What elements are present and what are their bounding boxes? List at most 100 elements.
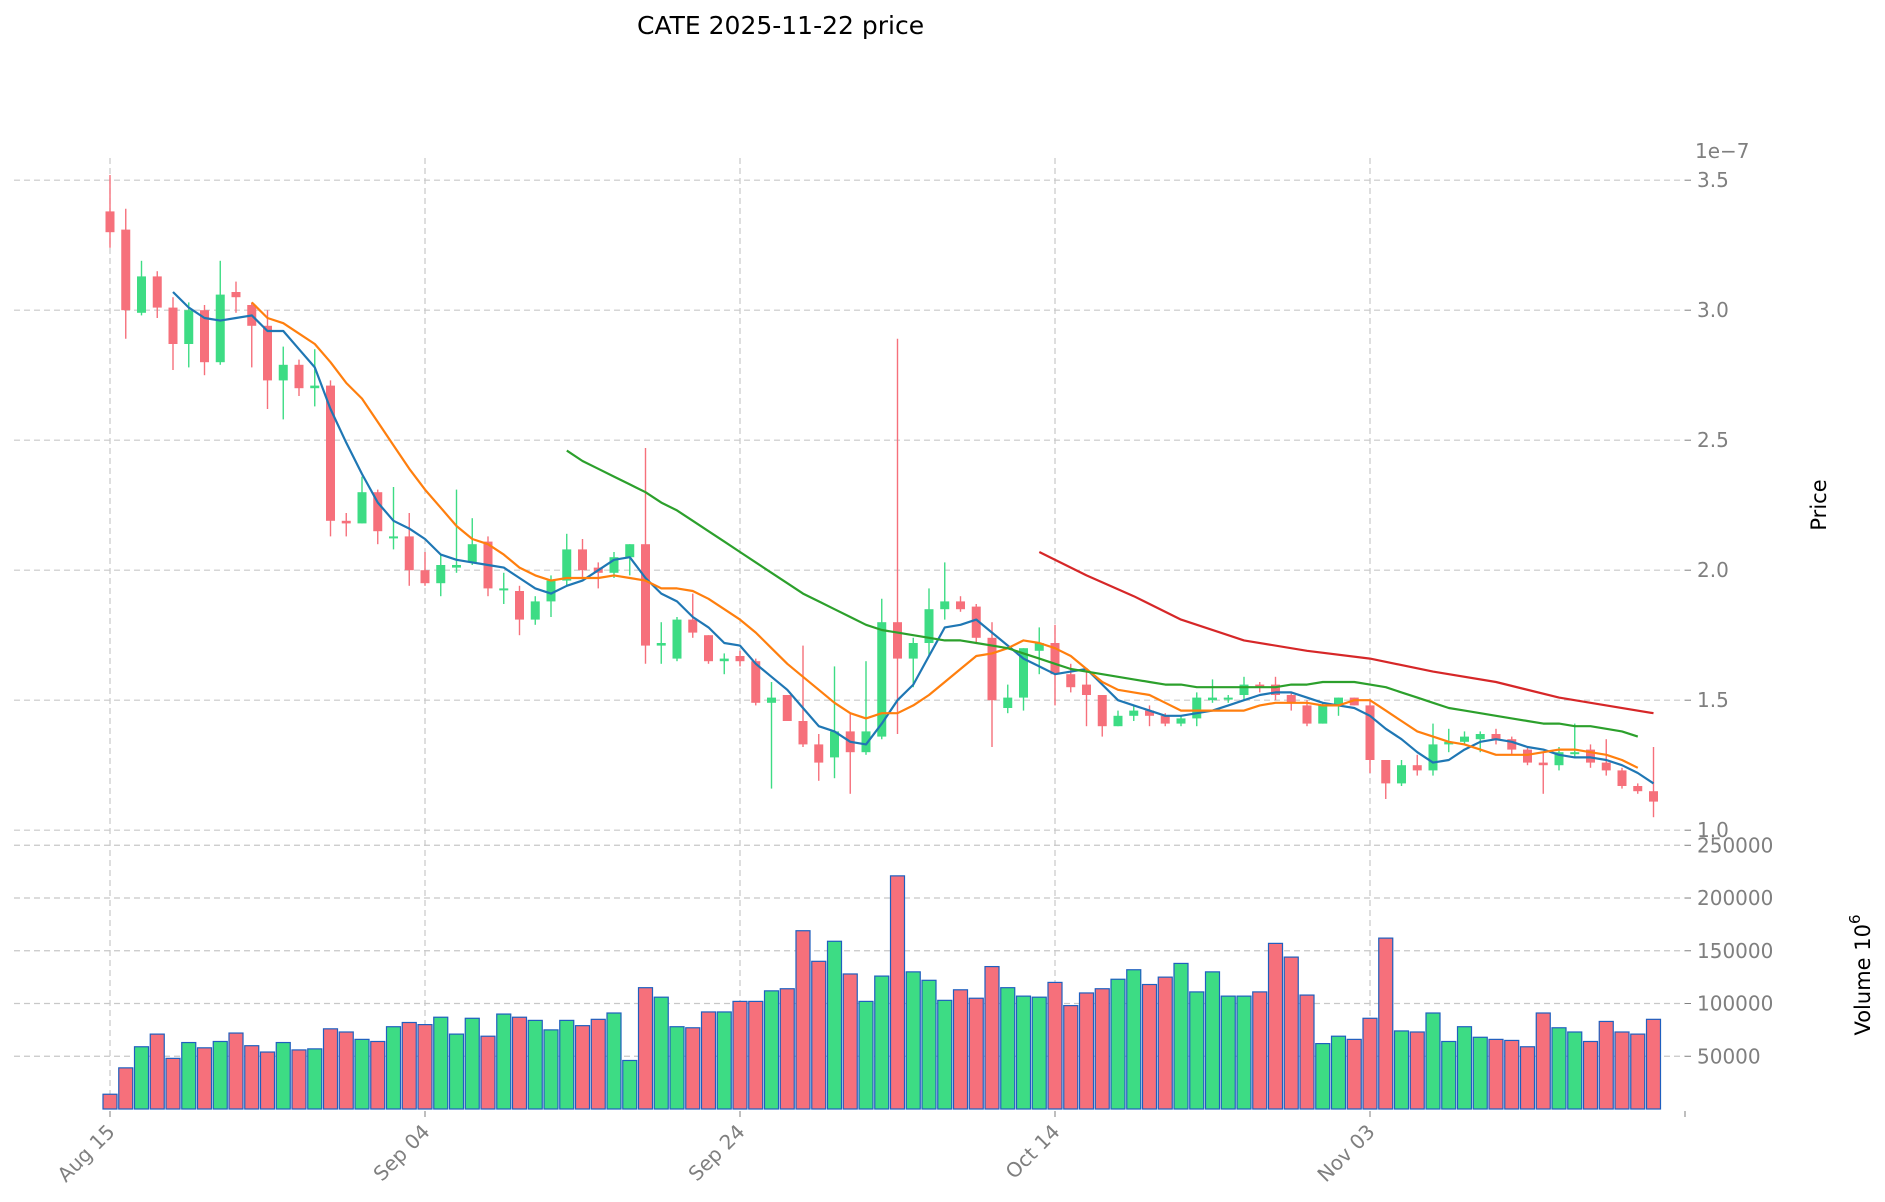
volume-bar <box>165 1057 181 1110</box>
volume-bar <box>1551 1027 1567 1110</box>
candle-body <box>1019 648 1028 698</box>
candles <box>105 175 1658 818</box>
candle-body <box>908 643 918 659</box>
candle-body <box>546 580 556 602</box>
candle <box>751 658 761 706</box>
candle-body <box>1570 752 1580 755</box>
candle-body <box>1334 697 1343 706</box>
volume-bar <box>905 971 921 1110</box>
candle-body <box>105 211 115 233</box>
volume-bar <box>118 1067 134 1110</box>
candle-body <box>310 385 320 389</box>
candle <box>1097 695 1107 737</box>
candle-body <box>1113 715 1123 727</box>
volume-bar <box>1173 962 1189 1110</box>
candle-body <box>121 229 131 311</box>
candle-body <box>1444 741 1454 745</box>
volume-bar <box>1315 1042 1331 1110</box>
candle <box>940 562 950 620</box>
candle <box>1223 695 1233 703</box>
volume-bar <box>952 989 969 1110</box>
volume-bar <box>1094 988 1110 1110</box>
volume-bar <box>1598 1020 1614 1110</box>
candle-body <box>389 536 398 539</box>
volume-bar <box>1472 1036 1488 1110</box>
candle-body <box>530 601 540 620</box>
volume-bar <box>1378 937 1394 1110</box>
candle-body <box>1601 762 1611 771</box>
candle <box>1444 728 1454 753</box>
volume-bar <box>1267 942 1284 1110</box>
candle-body <box>625 544 635 558</box>
volume-bar <box>921 979 937 1110</box>
candle-body <box>830 731 839 758</box>
candle <box>924 588 934 656</box>
candle-body <box>373 492 383 532</box>
volume-bar <box>1393 1030 1410 1110</box>
candle-body <box>452 565 461 568</box>
candle-body <box>609 557 619 573</box>
candle-body <box>1176 718 1186 724</box>
volume-bar <box>212 1040 228 1110</box>
candle <box>1271 676 1280 701</box>
candle-body <box>1097 695 1107 727</box>
candle <box>1633 783 1643 794</box>
volume-bar <box>685 1027 701 1110</box>
volume-bar <box>543 1029 559 1110</box>
candle-body <box>1617 770 1627 786</box>
candle-body <box>499 588 509 591</box>
volume-bar <box>1000 987 1016 1110</box>
volume-bar <box>1141 983 1158 1110</box>
candle <box>168 297 178 370</box>
candle-body <box>1523 749 1532 763</box>
candle-body <box>861 731 871 753</box>
x-tick-labels: Aug 15 Sep 04 Sep 24 Oct 14 Nov 03 <box>52 1111 1686 1187</box>
candle <box>1460 731 1469 745</box>
volume-bar <box>590 1018 606 1110</box>
candle <box>1381 760 1391 799</box>
candle <box>1050 624 1060 706</box>
volume-bar <box>291 1049 307 1110</box>
volume-tick-label: 150000 <box>1697 939 1773 963</box>
candle-body <box>215 294 225 363</box>
candle <box>782 695 792 721</box>
price-tick-label: 2.0 <box>1697 558 1729 582</box>
x-tick-label: Oct 14 <box>1001 1120 1065 1184</box>
volume-bar <box>1015 995 1032 1110</box>
candle-body <box>940 601 950 610</box>
candle-body <box>1129 710 1139 716</box>
candle-body <box>404 536 414 571</box>
moving-average-line <box>566 449 1639 738</box>
volume-bar <box>149 1033 165 1110</box>
volume-tick-label: 200000 <box>1697 886 1773 910</box>
volume-bar <box>700 1011 717 1110</box>
volume-bar <box>511 1016 528 1110</box>
volume-axis-label: Volume 106 <box>1846 914 1875 1035</box>
x-tick-label: Sep 04 <box>368 1120 434 1186</box>
chart-title: CATE 2025-11-22 price <box>637 11 924 40</box>
candle-body <box>782 695 792 721</box>
volume-bar <box>417 1024 433 1110</box>
candle-body <box>798 721 808 745</box>
candle-body <box>1586 749 1595 763</box>
price-tick-label: 3.0 <box>1697 298 1729 322</box>
candle-body <box>877 622 887 737</box>
candle <box>546 575 556 617</box>
candle <box>499 572 509 604</box>
price-tick-label: 2.5 <box>1697 428 1729 452</box>
volume-bar <box>1220 995 1236 1110</box>
volume-bar <box>196 1047 213 1110</box>
candle-body <box>294 364 304 389</box>
candle <box>672 617 682 662</box>
candle <box>1491 728 1501 745</box>
candle <box>1507 736 1517 755</box>
volume-bar <box>669 1026 685 1110</box>
price-tick-label: 3.5 <box>1697 168 1729 192</box>
candle-body <box>688 619 698 633</box>
candle-body <box>767 697 776 703</box>
moving-average-line <box>1038 551 1654 715</box>
candle <box>105 175 115 248</box>
volume-bar <box>779 988 795 1110</box>
candle-body <box>814 744 824 763</box>
volume-bar <box>1283 956 1299 1110</box>
